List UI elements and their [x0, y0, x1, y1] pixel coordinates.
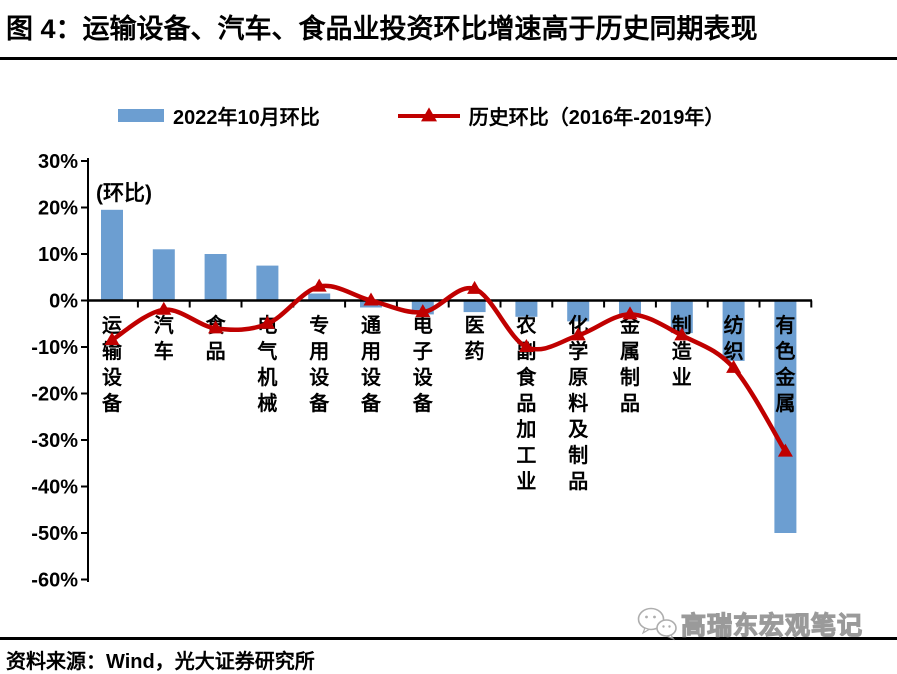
triangle-marker [363, 292, 379, 306]
category-label: 食品 [206, 313, 227, 363]
wechat-icon [637, 607, 677, 641]
svg-text:-30%: -30% [31, 430, 78, 452]
svg-text:-20%: -20% [31, 384, 78, 406]
x-axis [88, 299, 813, 308]
category-label: 纺织 [724, 313, 744, 363]
category-label: 制造业 [672, 314, 693, 389]
triangle-marker-icon [420, 106, 437, 121]
triangle-marker [674, 327, 690, 341]
svg-text:-60%: -60% [31, 570, 78, 592]
category-label: 有色金属 [774, 313, 796, 415]
bar [360, 300, 382, 308]
triangle-marker [104, 332, 120, 345]
category-label: 汽车 [154, 313, 174, 363]
chart-legend: 2022年10月环比 历史环比（2016年-2019年） [118, 101, 724, 130]
bar-series [101, 209, 797, 533]
axis-unit-note: (环比) [96, 182, 152, 205]
triangle-marker [156, 301, 172, 315]
watermark-text: 高瑞东宏观笔记 [680, 611, 864, 640]
legend-label-line: 历史环比（2016年-2019年） [468, 107, 725, 129]
svg-text:30%: 30% [38, 151, 78, 173]
category-label: 电子设备 [412, 314, 434, 415]
svg-text:-40%: -40% [31, 477, 78, 499]
category-label: 农副食品加工业 [515, 313, 537, 493]
bar [256, 265, 279, 301]
bar [619, 300, 641, 315]
y-axis-labels: 30% 20% 10% 0% -10% -20% -30% -40% -50% -60% [31, 151, 78, 592]
bar [101, 209, 123, 301]
legend-item-bar: 2022年10月环比 [118, 101, 320, 130]
svg-text:10%: 10% [38, 244, 78, 266]
bar [722, 300, 745, 361]
line-series [109, 283, 788, 454]
bar [411, 300, 434, 315]
svg-text:-10%: -10% [31, 337, 78, 359]
figure-title: 图 4：运输设备、汽车、食品业投资环比增速高于历史同期表现 [6, 14, 758, 44]
line-markers [104, 278, 793, 457]
bar [152, 249, 175, 301]
bar [774, 300, 797, 533]
footer-divider [0, 637, 897, 640]
title-divider [0, 57, 897, 60]
triangle-marker [415, 304, 431, 318]
category-label: 医药 [465, 315, 485, 363]
svg-text:0%: 0% [49, 291, 78, 313]
triangle-marker [777, 443, 793, 457]
bar [308, 293, 331, 301]
category-label: 通用设备 [360, 314, 382, 415]
category-label: 运输设备 [101, 314, 123, 415]
source-note: 资料来源：Wind，光大证券研究所 [6, 651, 315, 673]
line-swatch [397, 106, 460, 121]
bar [515, 300, 538, 317]
bar [463, 300, 486, 313]
bar-swatch [118, 109, 164, 122]
triangle-marker [259, 315, 275, 329]
category-label: 化学原料及制品 [568, 313, 589, 493]
bar [567, 300, 590, 322]
triangle-marker [208, 320, 224, 334]
triangle-marker [311, 278, 327, 292]
triangle-marker [518, 339, 534, 352]
triangle-marker [622, 306, 638, 320]
triangle-marker [570, 327, 586, 341]
legend-label-bar: 2022年10月环比 [173, 107, 320, 129]
watermark: 高瑞东宏观笔记 [636, 606, 863, 642]
svg-text:-50%: -50% [31, 523, 78, 545]
category-label: 专用设备 [308, 313, 330, 415]
y-axis [81, 158, 89, 582]
bar [204, 254, 227, 301]
svg-text:20%: 20% [38, 198, 78, 220]
triangle-marker [467, 280, 483, 294]
legend-item-line: 历史环比（2016年-2019年） [397, 101, 725, 130]
category-label: 金属制品 [619, 313, 641, 415]
bar [670, 300, 693, 334]
category-label: 电气机械 [256, 314, 277, 415]
triangle-marker [726, 359, 742, 373]
